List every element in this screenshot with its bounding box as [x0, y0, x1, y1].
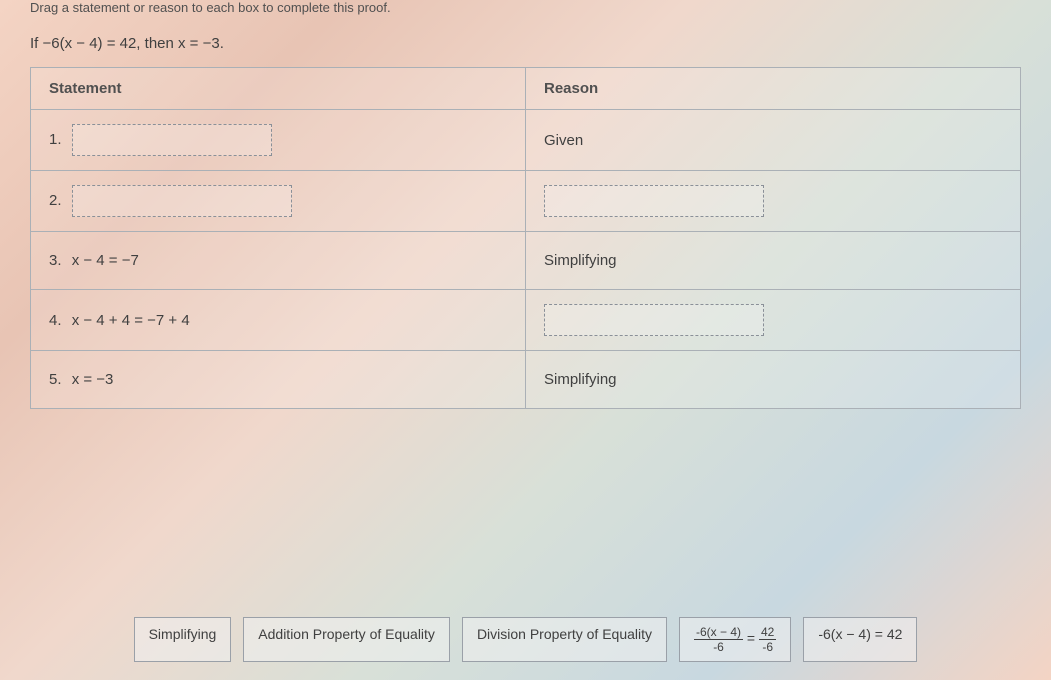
equals-sign: =: [747, 630, 759, 646]
tile-original-equation[interactable]: -6(x − 4) = 42: [803, 617, 917, 662]
table-header-row: Statement Reason: [31, 68, 1021, 110]
fraction-right: 42 -6: [759, 626, 776, 653]
statement-drop-1[interactable]: [72, 124, 272, 156]
reason-cell-2: [526, 171, 1021, 232]
tile-division-property[interactable]: Division Property of Equality: [462, 617, 667, 662]
row-number: 1.: [49, 131, 62, 148]
frac-left-den: -6: [694, 640, 743, 653]
statement-cell-5: 5. x = −3: [31, 351, 526, 409]
proof-table: Statement Reason 1. Given 2. 3. x − 4 = …: [30, 67, 1021, 409]
reason-cell-5: Simplifying: [526, 351, 1021, 409]
row-number: 3.: [49, 252, 62, 269]
reason-cell-4: [526, 290, 1021, 351]
header-reason: Reason: [526, 68, 1021, 110]
reason-cell-3: Simplifying: [526, 232, 1021, 290]
statement-drop-2[interactable]: [72, 185, 292, 217]
reason-cell-1: Given: [526, 110, 1021, 171]
row-number: 5.: [49, 371, 62, 388]
table-row: 5. x = −3 Simplifying: [31, 351, 1021, 409]
fraction-left: -6(x − 4) -6: [694, 626, 743, 653]
instruction-text: Drag a statement or reason to each box t…: [0, 0, 1051, 35]
statement-cell-4: 4. x − 4 + 4 = −7 + 4: [31, 290, 526, 351]
header-statement: Statement: [31, 68, 526, 110]
table-row: 2.: [31, 171, 1021, 232]
row-number: 4.: [49, 312, 62, 329]
table-row: 4. x − 4 + 4 = −7 + 4: [31, 290, 1021, 351]
row-number: 2.: [49, 192, 62, 209]
table-row: 3. x − 4 = −7 Simplifying: [31, 232, 1021, 290]
statement-cell-2: 2.: [31, 171, 526, 232]
tile-simplifying[interactable]: Simplifying: [134, 617, 232, 662]
statement-text-4: x − 4 + 4 = −7 + 4: [72, 312, 190, 329]
statement-cell-3: 3. x − 4 = −7: [31, 232, 526, 290]
frac-left-num: -6(x − 4): [694, 626, 743, 640]
frac-right-den: -6: [759, 640, 776, 653]
table-row: 1. Given: [31, 110, 1021, 171]
statement-cell-1: 1.: [31, 110, 526, 171]
statement-text-5: x = −3: [72, 371, 114, 388]
problem-statement: If −6(x − 4) = 42, then x = −3.: [0, 35, 1051, 67]
reason-drop-4[interactable]: [544, 304, 764, 336]
statement-text-3: x − 4 = −7: [72, 252, 139, 269]
reason-drop-2[interactable]: [544, 185, 764, 217]
tile-addition-property[interactable]: Addition Property of Equality: [243, 617, 450, 662]
frac-right-num: 42: [759, 626, 776, 640]
tile-bar: Simplifying Addition Property of Equalit…: [0, 617, 1051, 662]
tile-fraction-equation[interactable]: -6(x − 4) -6 = 42 -6: [679, 617, 791, 662]
